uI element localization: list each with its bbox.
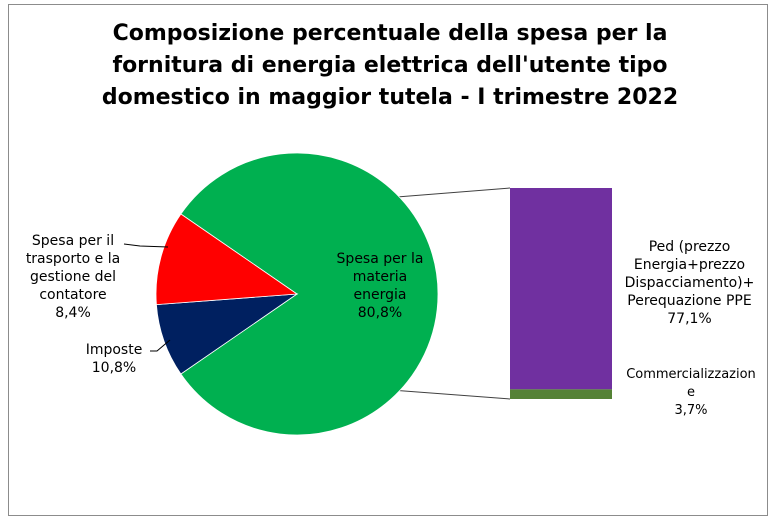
- chart-title: Composizione percentuale della spesa per…: [40, 18, 740, 114]
- slice-label-trasporto-line-1: Spesa per il: [31, 233, 115, 249]
- pie-slice-materia-energia: [180, 152, 439, 436]
- bar-label-commercializzazione-line-2: e: [687, 385, 695, 400]
- leader-line-trasporto: [123, 243, 169, 248]
- bar-label-commercializzazione: Commercializzazion e 3,7%: [615, 366, 767, 420]
- chart-title-line-1: Composizione percentuale della spesa per…: [112, 21, 668, 46]
- slice-label-imposte: Imposte 10,8%: [78, 341, 150, 377]
- slice-label-trasporto-line-3: gestione del: [29, 269, 117, 285]
- bar-label-ped-line-2: Energia+prezzo: [633, 257, 746, 273]
- bar-value-commercializzazione: 3,7%: [674, 403, 708, 418]
- slice-label-trasporto-line-2: trasporto e la: [25, 251, 121, 267]
- bar-segment-ped: [510, 188, 612, 390]
- bar-label-ped-line-4: Perequazione PPE: [627, 293, 752, 309]
- chart-title-line-3: domestico in maggior tutela - I trimestr…: [101, 85, 679, 110]
- slice-label-materia-energia-line-2: materia: [352, 269, 408, 285]
- slice-label-trasporto: Spesa per il trasporto e la gestione del…: [8, 232, 138, 322]
- slice-label-materia-energia-line-3: energia: [353, 287, 407, 303]
- slice-label-imposte-line-1: Imposte: [85, 342, 143, 358]
- bar-segment-commercializzazione: [510, 389, 612, 399]
- slice-value-trasporto: 8,4%: [55, 305, 91, 321]
- bar-value-ped: 77,1%: [667, 311, 712, 327]
- slice-label-materia-energia-line-1: Spesa per la: [336, 251, 424, 267]
- leader-line-imposte: [150, 339, 171, 352]
- slice-label-materia-energia: Spesa per la materia energia 80,8%: [305, 250, 455, 322]
- bar-label-ped: Ped (prezzo Energia+prezzo Dispacciament…: [612, 238, 767, 328]
- slice-value-materia-energia: 80,8%: [357, 305, 403, 321]
- slice-value-imposte: 10,8%: [91, 360, 137, 376]
- pie-slice-imposte: [155, 213, 299, 306]
- slice-label-trasporto-line-4: contatore: [39, 287, 107, 303]
- bar-label-ped-line-3: Dispacciamento)+: [624, 275, 755, 291]
- bar-label-ped-line-1: Ped (prezzo: [648, 239, 731, 255]
- bar-label-commercializzazione-line-1: Commercializzazion: [626, 367, 756, 382]
- chart-title-line-2: fornitura di energia elettrica dell'uten…: [112, 53, 668, 78]
